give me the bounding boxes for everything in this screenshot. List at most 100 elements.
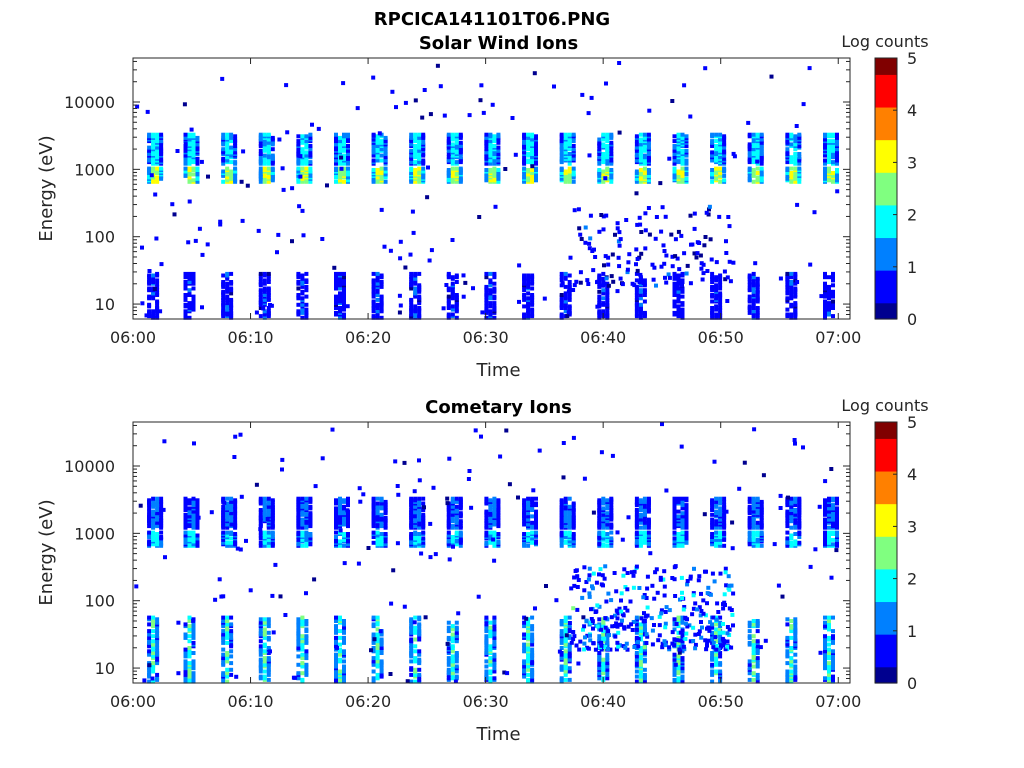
heatmap-cell <box>338 539 342 544</box>
heatmap-cell <box>229 516 234 520</box>
colorbar-segment <box>875 314 897 320</box>
heatmap-cell <box>221 161 226 166</box>
heatmap-cell <box>492 134 497 139</box>
heatmap-cell <box>652 265 657 270</box>
heatmap-cell <box>379 496 384 501</box>
heatmap-cell <box>342 307 346 312</box>
heatmap-cell <box>526 642 531 647</box>
heatmap-cell <box>601 657 606 662</box>
heatmap-cell <box>258 522 263 527</box>
heatmap-cell <box>611 279 616 284</box>
heatmap-cell <box>488 679 493 684</box>
heatmap-cell <box>270 498 275 503</box>
heatmap-cell <box>492 543 497 548</box>
heatmap-cell <box>563 506 568 511</box>
heatmap-cell <box>526 168 531 172</box>
heatmap-cell <box>304 284 309 289</box>
heatmap-cell <box>375 511 380 516</box>
heatmap-cell <box>789 142 794 147</box>
heatmap-cell <box>488 132 493 137</box>
heatmap-cell <box>262 166 267 171</box>
heatmap-cell <box>700 277 705 282</box>
heatmap-cell <box>183 293 188 297</box>
heatmap-cell <box>413 304 418 309</box>
heatmap-cell <box>530 667 535 672</box>
heatmap-cell <box>530 280 535 284</box>
heatmap-cell <box>308 132 313 137</box>
heatmap-cell <box>718 132 723 137</box>
heatmap-cell <box>609 132 614 137</box>
colorbar-segment <box>875 176 897 181</box>
heatmap-cell <box>759 172 764 177</box>
heatmap-cell <box>747 150 752 155</box>
heatmap-cell <box>342 649 346 654</box>
heatmap-cell <box>266 496 271 501</box>
heatmap-cell <box>496 145 501 150</box>
heatmap-cell <box>262 649 267 654</box>
heatmap-cell <box>346 532 350 536</box>
heatmap-cell <box>417 542 422 547</box>
heatmap-cell <box>789 302 794 307</box>
heatmap-cell <box>195 511 200 516</box>
heatmap-cell <box>755 171 760 175</box>
colorbar-segment <box>875 131 897 137</box>
colorbar-segment <box>875 282 897 287</box>
heatmap-cell <box>496 132 501 137</box>
heatmap-cell <box>707 207 711 212</box>
heatmap-cell <box>609 140 614 145</box>
heatmap-cell <box>646 145 651 150</box>
heatmap-cell <box>409 271 414 276</box>
heatmap-cell <box>300 134 305 139</box>
heatmap-cell <box>823 142 827 147</box>
heatmap-cell <box>155 132 160 137</box>
heatmap-cell <box>151 669 156 674</box>
heatmap-cell <box>300 642 305 647</box>
heatmap-cell <box>710 309 715 314</box>
heatmap-cell <box>714 260 719 265</box>
heatmap-cell <box>262 132 267 137</box>
heatmap-cell <box>155 175 160 180</box>
heatmap-cell <box>187 315 192 320</box>
heatmap-cell <box>454 525 459 530</box>
heatmap-cell <box>191 496 196 501</box>
heatmap-cell <box>187 674 192 679</box>
heatmap-cell <box>187 651 192 655</box>
heatmap-cell <box>747 297 752 302</box>
heatmap-cell <box>195 501 200 506</box>
heatmap-cell <box>797 166 802 171</box>
heatmap-cell <box>616 255 621 260</box>
heatmap-cell <box>183 517 188 522</box>
heatmap-cell <box>413 679 418 684</box>
heatmap-cell <box>458 140 463 145</box>
heatmap-cell <box>827 312 831 317</box>
heatmap-cell <box>409 148 414 153</box>
heatmap-cell <box>256 228 261 233</box>
heatmap-cell <box>229 496 234 501</box>
heatmap-cell <box>151 679 156 684</box>
heatmap-cell <box>597 161 602 166</box>
heatmap-cell <box>831 283 835 288</box>
heatmap-cell <box>285 130 290 135</box>
colorbar-segment <box>875 294 897 300</box>
heatmap-cell <box>484 669 489 674</box>
heatmap-cell <box>807 66 812 71</box>
heatmap-cell <box>458 524 463 529</box>
heatmap-cell <box>641 281 646 285</box>
heatmap-cell <box>421 540 426 545</box>
heatmap-cell <box>606 283 611 288</box>
heatmap-cell <box>191 640 196 645</box>
heatmap-cell <box>823 281 827 286</box>
heatmap-cell <box>831 179 835 184</box>
heatmap-cell <box>446 304 451 309</box>
heatmap-cell <box>827 155 831 160</box>
heatmap-cell <box>484 672 489 677</box>
heatmap-cell <box>659 264 664 269</box>
heatmap-cell <box>680 132 685 137</box>
heatmap-cell <box>559 664 564 669</box>
heatmap-cell <box>578 270 583 275</box>
heatmap-cell <box>684 158 689 163</box>
heatmap-cell <box>346 496 350 501</box>
heatmap-cell <box>379 651 384 655</box>
heatmap-cell <box>635 257 640 261</box>
heatmap-cell <box>484 291 489 296</box>
